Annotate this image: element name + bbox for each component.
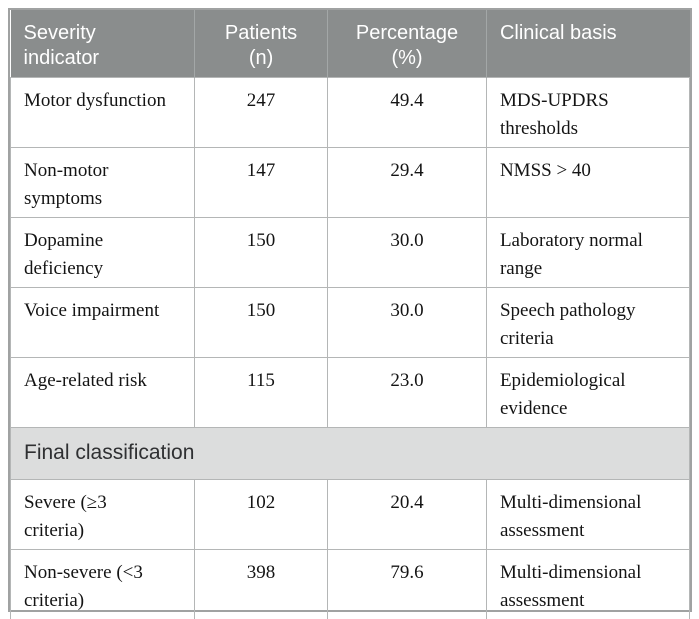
cell-percentage: 20.4: [327, 478, 487, 550]
section-row-final-classification: Final classification: [10, 426, 690, 480]
cell-percentage: 30.0: [327, 286, 487, 358]
table-row-dopamine-deficiency: Dopamine deficiency 150 30.0 Laboratory …: [10, 216, 691, 288]
table-row-voice-impairment: Voice impairment 150 30.0 Speech patholo…: [10, 286, 691, 358]
cell-clinical-basis: Multi-dimensional assessment: [485, 478, 691, 550]
table-row-non-motor-symptoms: Non-motor symptoms 147 29.4 NMSS > 40: [10, 146, 691, 218]
column-header-patients: Patients (n): [193, 10, 328, 77]
severity-table: Severity indicator Patients (n) Percenta…: [10, 10, 691, 619]
cell-patients: 102: [193, 478, 329, 550]
table-row-motor-dysfunction: Motor dysfunction 247 49.4 MDS-UPDRS thr…: [10, 76, 691, 148]
cell-indicator: Age-related risk: [10, 356, 195, 428]
column-header-severity-indicator: Severity indicator: [10, 10, 195, 77]
severity-table-container: Severity indicator Patients (n) Percenta…: [8, 8, 692, 619]
cell-indicator: Non-severe (<3 criteria): [10, 548, 195, 619]
cell-patients: 147: [193, 146, 329, 218]
column-header-clinical-basis: Clinical basis: [485, 10, 690, 77]
section-header-final-classification: Final classification: [10, 426, 690, 480]
cell-patients: 398: [193, 548, 329, 619]
cell-clinical-basis: NMSS > 40: [485, 146, 691, 218]
cell-clinical-basis: Multi-dimensional assessment: [485, 548, 691, 619]
cell-clinical-basis: Speech pathology criteria: [485, 286, 691, 358]
cell-patients: 247: [193, 76, 329, 148]
cell-percentage: 23.0: [327, 356, 487, 428]
cell-indicator: Voice impairment: [10, 286, 195, 358]
cell-indicator: Dopamine deficiency: [10, 216, 195, 288]
cell-indicator: Non-motor symptoms: [10, 146, 195, 218]
table-row-age-related-risk: Age-related risk 115 23.0 Epidemiologica…: [10, 356, 691, 428]
header-row: Severity indicator Patients (n) Percenta…: [10, 10, 690, 77]
cell-percentage: 49.4: [327, 76, 487, 148]
cell-indicator: Severe (≥3 criteria): [10, 478, 195, 550]
cell-patients: 150: [193, 216, 329, 288]
cell-percentage: 30.0: [327, 216, 487, 288]
cell-indicator: Motor dysfunction: [10, 76, 195, 148]
cell-percentage: 29.4: [327, 146, 487, 218]
table-row-non-severe: Non-severe (<3 criteria) 398 79.6 Multi-…: [10, 548, 691, 619]
cell-percentage: 79.6: [327, 548, 487, 619]
cell-patients: 150: [193, 286, 329, 358]
cell-clinical-basis: Epidemiological evidence: [485, 356, 691, 428]
table-row-severe: Severe (≥3 criteria) 102 20.4 Multi-dime…: [10, 478, 691, 550]
cell-clinical-basis: MDS-UPDRS thresholds: [485, 76, 691, 148]
column-header-percentage: Percentage (%): [327, 10, 487, 77]
cell-clinical-basis: Laboratory normal range: [485, 216, 691, 288]
cell-patients: 115: [193, 356, 329, 428]
